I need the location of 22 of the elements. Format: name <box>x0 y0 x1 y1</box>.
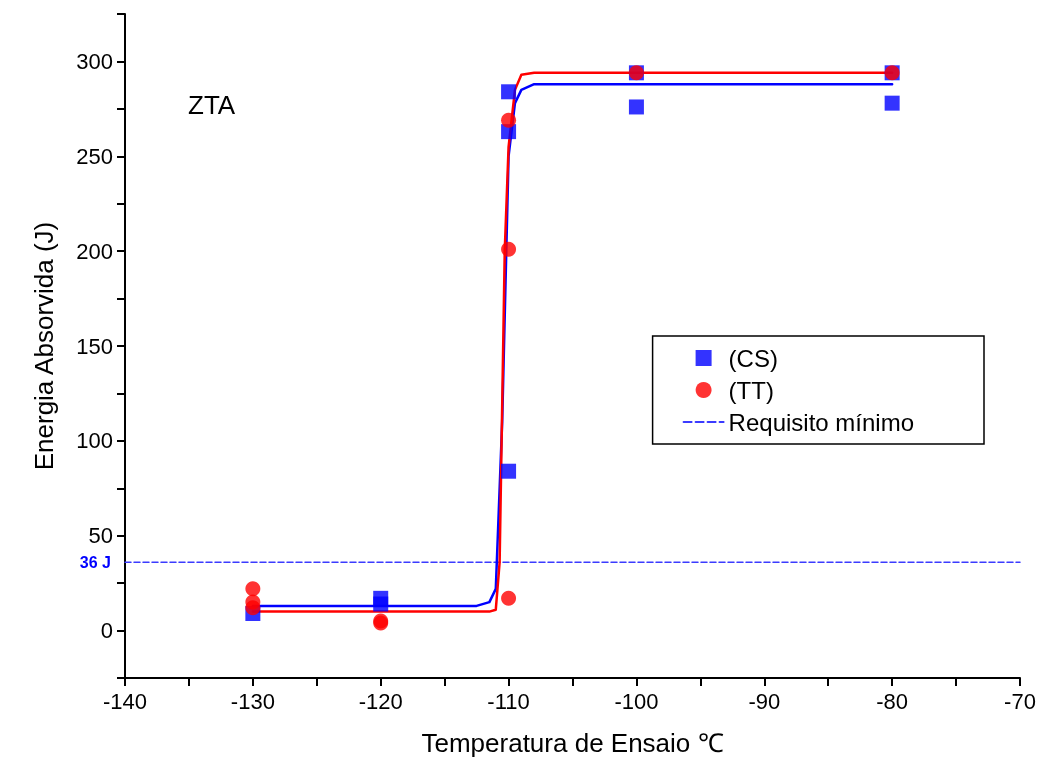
legend-label: (TT) <box>728 376 774 404</box>
x-axis-title: Temperatura de Ensaio ℃ <box>421 728 724 758</box>
y-tick-label: 250 <box>76 143 113 169</box>
legend-label: (CS) <box>728 344 778 372</box>
x-tick-label: -90 <box>748 688 781 714</box>
y-tick-label: 200 <box>76 238 113 264</box>
x-tick-label: -140 <box>102 688 148 714</box>
y-tick-label: 0 <box>100 618 113 644</box>
legend-label: Requisito mínimo <box>728 408 914 436</box>
y-tick-label: 50 <box>88 523 113 549</box>
y-tick-label: 150 <box>76 333 113 359</box>
x-tick-label: -80 <box>876 688 909 714</box>
y-tick-label: 100 <box>76 428 113 454</box>
x-tick-label: -100 <box>614 688 659 714</box>
x-tick-label: -70 <box>1004 688 1036 714</box>
x-tick-label: -120 <box>358 688 403 714</box>
y-tick-label: 300 <box>76 48 113 74</box>
annotation: ZTA <box>188 90 236 120</box>
annotation: 36 J <box>79 553 111 571</box>
x-tick-label: -110 <box>487 688 530 714</box>
x-tick-label: -130 <box>230 688 275 714</box>
y-axis-title: Energia Absorvida (J) <box>29 221 59 471</box>
